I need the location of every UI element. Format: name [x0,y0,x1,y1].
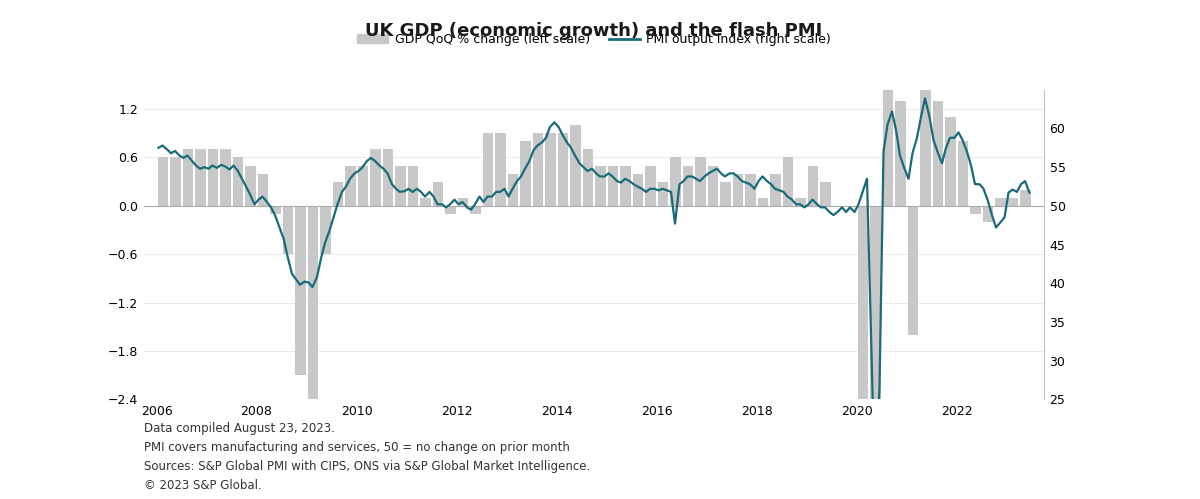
Bar [920,90,930,206]
Bar [646,166,655,206]
Bar [582,149,593,206]
Bar [295,206,306,375]
Bar [595,166,606,206]
Legend: GDP QoQ % change (left scale), PMI output index (right scale): GDP QoQ % change (left scale), PMI outpu… [352,28,836,51]
Bar [233,158,244,206]
Bar [1020,190,1031,206]
Bar [533,133,544,206]
Bar [332,182,343,206]
Bar [196,149,205,206]
Bar [482,133,493,206]
Bar [695,158,706,206]
Bar [258,174,268,206]
Bar [808,166,818,206]
Bar [420,198,431,206]
Bar [796,198,805,206]
Bar [658,182,668,206]
Bar [958,141,968,206]
Bar [520,141,530,206]
Bar [620,166,630,206]
Bar [970,206,980,214]
Bar [470,206,480,214]
Bar [157,158,168,206]
Bar [208,149,218,206]
Bar [457,198,468,206]
Bar [895,101,906,206]
Bar [383,149,394,206]
Bar [1008,198,1018,206]
Bar [370,149,380,206]
Bar [545,133,556,206]
Bar [245,166,256,206]
Bar [946,117,955,206]
Bar [358,166,368,206]
Bar [170,158,180,206]
Bar [632,174,643,206]
Bar [995,198,1006,206]
Bar [270,206,281,214]
Bar [683,166,694,206]
Bar [432,182,443,206]
Bar [346,166,355,206]
Bar [307,206,318,399]
Text: Sources: S&P Global PMI with CIPS, ONS via S&P Global Market Intelligence.: Sources: S&P Global PMI with CIPS, ONS v… [144,460,590,473]
Bar [670,158,680,206]
Bar [782,158,793,206]
Bar [870,206,881,399]
Bar [607,166,618,206]
Bar [983,206,994,222]
Bar [745,174,756,206]
Bar [182,149,193,206]
Bar [720,182,731,206]
Bar [320,206,330,254]
Bar [770,174,780,206]
Bar [732,174,743,206]
Bar [570,125,581,206]
Bar [907,206,918,335]
Bar [820,182,830,206]
Text: Data compiled August 23, 2023.: Data compiled August 23, 2023. [144,422,335,435]
Bar [757,198,768,206]
Bar [508,174,518,206]
Bar [408,166,418,206]
Bar [882,90,893,206]
Text: UK GDP (economic growth) and the flash PMI: UK GDP (economic growth) and the flash P… [365,22,823,40]
Bar [496,133,505,206]
Text: © 2023 S&P Global.: © 2023 S&P Global. [144,479,262,492]
Bar [282,206,293,254]
Bar [220,149,230,206]
Bar [445,206,456,214]
Bar [932,101,943,206]
Bar [708,166,718,206]
Bar [858,206,868,399]
Bar [558,133,568,206]
Text: PMI covers manufacturing and services, 50 = no change on prior month: PMI covers manufacturing and services, 5… [144,441,570,454]
Bar [395,166,406,206]
